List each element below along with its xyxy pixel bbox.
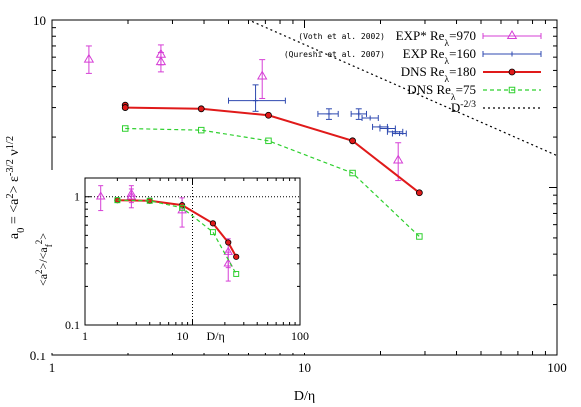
data-point	[265, 137, 272, 145]
inset-data-point	[126, 188, 137, 197]
data-point	[121, 125, 129, 132]
legend-label: DNS Reλ=75	[407, 82, 476, 103]
legend-label-name: DNS Re	[407, 82, 451, 97]
inset-data-point	[225, 239, 232, 246]
inset-data-point	[146, 197, 153, 204]
inset-x-tick-label: 10	[177, 329, 189, 343]
inset-data-point	[114, 197, 121, 204]
legend-label-sub: λ	[444, 38, 449, 49]
label-part: = <a	[7, 198, 22, 228]
inset-y-axis-label: <a2>/<af2>	[34, 233, 54, 286]
data-point	[265, 111, 272, 119]
label-part: <a	[36, 273, 50, 286]
series-line	[251, 20, 558, 157]
inset-data-point	[209, 220, 217, 227]
legend-label-tail: =75	[456, 82, 476, 97]
legend-label-sub: λ	[444, 74, 449, 85]
inset-y-tick-label: 1	[74, 190, 80, 204]
legend-marker	[508, 86, 516, 94]
legend: EXP* Reλ=970(Voth et al. 2002)EXP Reλ=16…	[284, 28, 542, 116]
label-part: >/<a	[36, 247, 50, 270]
data-point	[392, 154, 404, 164]
label-part: 2	[34, 269, 44, 274]
x-tick-label: 1	[49, 360, 56, 375]
inset-data-point	[177, 205, 187, 214]
legend-note: (Voth et al. 2002)	[298, 32, 385, 41]
legend-label-tail: =160	[449, 46, 476, 61]
label-part: 2	[34, 240, 44, 245]
legend-label: EXP* Reλ=970	[396, 28, 476, 49]
x-tick-label: 10	[298, 360, 311, 375]
series-1	[227, 84, 407, 137]
inset-series-2	[114, 197, 240, 277]
legend-note: (Qureshi et al. 2007)	[284, 50, 385, 59]
data-point	[256, 70, 268, 80]
legend-marker	[506, 30, 518, 39]
y-tick-label: 10	[33, 13, 46, 28]
inset-data-point	[95, 191, 106, 200]
inset-data-point	[209, 229, 216, 236]
legend-label-tail: =970	[449, 28, 476, 43]
x-axis-label: D/η	[294, 389, 315, 404]
legend-label-tail: =180	[449, 64, 476, 79]
x-tick-label: 100	[547, 360, 567, 375]
label-part: 2	[5, 193, 16, 198]
label-part: 0	[16, 228, 27, 233]
inset-series-line	[117, 199, 237, 275]
inset-data-point	[223, 258, 234, 267]
inset-data-point	[179, 204, 186, 211]
data-point	[416, 233, 423, 240]
data-point	[415, 189, 423, 197]
label-part: -3/2	[5, 159, 16, 176]
series-4	[251, 20, 558, 157]
inset-data-point	[233, 253, 240, 260]
legend-label: DNS Reλ=180	[401, 64, 476, 85]
label-part: 1/2	[5, 136, 16, 149]
series-2	[121, 101, 423, 197]
series-3	[121, 125, 423, 240]
series-line	[125, 127, 420, 237]
label-part: >	[36, 233, 50, 240]
inset-y-tick-label: 0.1	[65, 318, 80, 332]
legend-label-sup: -2/3	[460, 99, 476, 110]
inset-x-tick-label: 100	[291, 329, 309, 343]
data-point	[349, 169, 356, 177]
data-point	[83, 53, 95, 63]
data-point	[197, 105, 205, 113]
label-part: a	[7, 232, 22, 239]
data-point	[197, 126, 205, 134]
legend-label: EXP Reλ=160	[403, 46, 476, 67]
inset-series-1	[114, 197, 240, 260]
y-axis-label: a0 = <a2> ε-3/2 ν1/2	[5, 136, 27, 239]
data-point	[349, 137, 356, 145]
legend-label-sub: λ	[444, 56, 449, 67]
legend-label-name: EXP* Re	[396, 28, 445, 43]
inset-data-point	[233, 270, 240, 277]
legend-label: D-2/3	[451, 99, 476, 116]
legend-label-name: D	[451, 100, 460, 115]
inset-x-axis-label: D/η	[207, 329, 225, 343]
series-0	[83, 44, 404, 182]
label-part: ν	[7, 149, 22, 159]
legend-label-name: DNS Re	[401, 64, 445, 79]
data-point	[121, 104, 129, 111]
data-point	[155, 56, 167, 66]
label-part: f	[44, 244, 54, 247]
legend-marker	[508, 68, 516, 76]
label-part: > ε	[7, 176, 22, 193]
legend-label-sub: λ	[451, 92, 456, 103]
inset-x-tick-label: 1	[82, 329, 88, 343]
legend-label-name: EXP Re	[403, 46, 445, 61]
